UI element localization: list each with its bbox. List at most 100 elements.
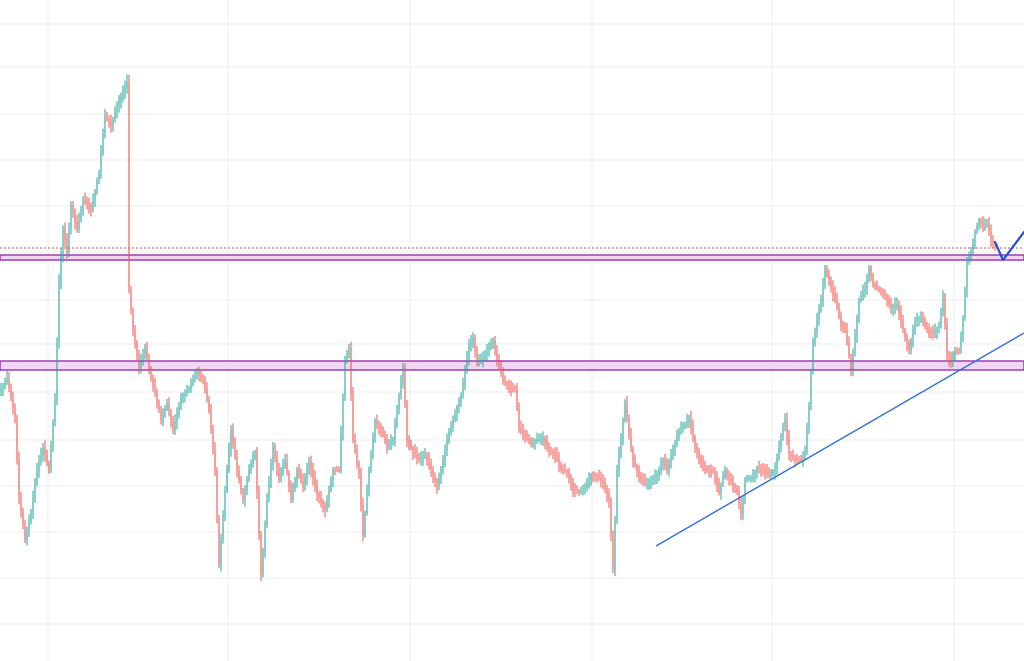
candle-body [132,310,134,330]
candle-body [92,200,94,210]
candle-body [584,488,586,490]
candle-body [108,118,110,123]
candle-body [364,513,366,535]
candle-body [6,378,8,382]
candle-body [706,467,708,470]
candle-body [160,410,162,420]
candle-body [294,480,296,490]
candle-body [746,479,748,481]
candle-body [120,96,122,101]
candle-body [906,336,908,344]
candle-body [20,498,22,512]
candle-body [648,481,650,483]
candle-body [662,460,664,466]
candle-body [390,442,392,444]
candle-body [668,462,670,470]
candle-body [204,380,206,390]
candle-body [904,330,906,337]
candle-body [252,458,254,464]
candle-body [304,478,306,486]
candle-body [322,502,324,506]
candle-body [438,477,440,486]
candle-body [374,420,376,437]
candle-body [38,462,40,470]
candle-body [268,482,270,500]
candle-body [308,462,310,470]
candle-body [750,478,752,479]
candle-body [606,488,608,494]
candle-body [292,490,294,500]
candle-body [318,494,320,498]
candle-body [620,438,622,454]
candle-body [474,338,476,350]
candle-body [56,341,58,400]
candle-body [664,460,666,465]
candle-body [862,292,864,296]
candle-body [988,224,990,232]
candle-body [8,378,10,389]
candle-body [968,256,970,262]
candle-body [250,464,252,470]
candle-body [210,410,212,430]
candle-body [926,326,928,330]
candle-body [882,292,884,294]
candle-body [530,441,532,444]
candle-body [396,410,398,425]
candle-body [930,331,932,333]
candle-body [326,500,328,510]
candle-body [778,447,780,459]
candle-body [630,436,632,448]
candle-body [972,241,974,250]
candle-body [854,335,856,353]
candle-body [886,296,888,300]
candle-body [702,462,704,465]
candle-body [762,469,764,471]
candle-body [644,481,646,484]
candle-body [74,213,76,222]
candle-body [352,394,354,440]
candle-body [148,358,150,368]
candle-body [100,153,102,172]
candle-body [700,456,702,462]
candle-body [340,433,342,470]
candle-body [574,490,576,491]
candle-body [24,526,26,540]
candle-body [32,498,34,512]
candle-body [650,480,652,482]
candle-body [274,446,276,458]
candle-body [228,450,230,470]
candle-body [618,454,620,470]
candle-body [770,474,772,476]
candle-body [192,380,194,384]
candle-body [356,451,358,464]
support-zone [0,360,1024,371]
candle-body [42,448,44,456]
candle-body [704,464,706,468]
candle-body [236,456,238,470]
candle-body [682,426,684,428]
resistance-zone [0,254,1024,261]
candle-body [334,470,336,471]
candle-body [328,490,330,500]
candle-body [902,321,904,330]
candle-body [386,440,388,446]
candle-body [728,474,730,478]
candle-body [626,402,628,419]
candle-body [602,480,604,482]
candle-body [14,409,16,420]
candle-body [158,401,160,411]
candle-body [206,390,208,400]
candle-body [266,500,268,525]
candle-body [186,390,188,393]
candle-body [200,374,202,378]
candle-body [692,427,694,437]
candle-body [80,210,82,220]
candle-body [434,475,436,481]
candle-body [850,356,852,370]
candle-body [528,438,530,442]
candle-body [836,300,838,309]
candle-body [724,470,726,478]
